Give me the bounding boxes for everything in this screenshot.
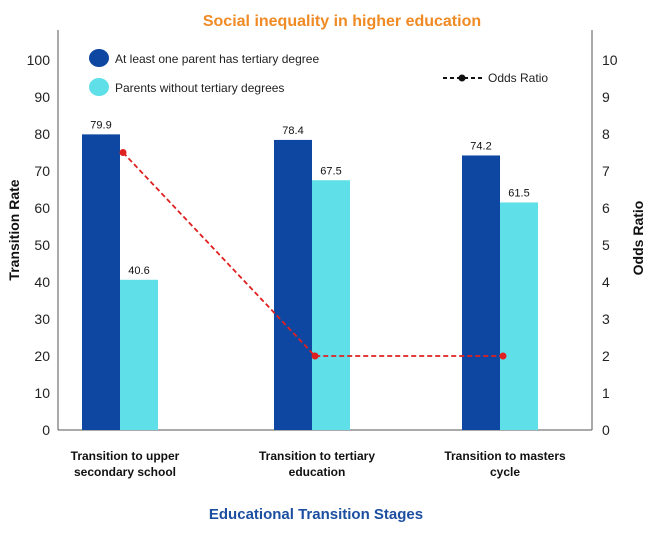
y2-tick-label: 0 xyxy=(602,422,610,438)
y2-tick-label: 5 xyxy=(602,237,610,253)
bars: 79.9 78.4 74.2 40.6 67.5 61.5 xyxy=(82,119,538,431)
bar-series-1 xyxy=(82,134,120,430)
odds-ratio-point xyxy=(311,352,319,360)
x-axis-title: Educational Transition Stages xyxy=(209,506,423,523)
bar-series-2 xyxy=(500,202,538,430)
y-tick-label: 30 xyxy=(34,311,50,327)
y2-tick-label: 3 xyxy=(602,311,610,327)
legend-swatch-parent-degree xyxy=(89,49,109,67)
legend-label-odds-ratio: Odds Ratio xyxy=(488,71,548,85)
y2-tick-label: 2 xyxy=(602,348,610,364)
y2-tick-label: 6 xyxy=(602,200,610,216)
legend-label-parent-degree: At least one parent has tertiary degree xyxy=(115,52,319,66)
category-label-line: cycle xyxy=(490,465,520,479)
category-label: Transition to masters cycle xyxy=(444,449,566,479)
y2-tick-label: 4 xyxy=(602,274,610,290)
y-tick-label: 20 xyxy=(34,348,50,364)
y-tick-label: 70 xyxy=(34,163,50,179)
y2-axis-title: Odds Ratio xyxy=(630,201,646,276)
y2-tick-label: 8 xyxy=(602,126,610,142)
y-tick-label: 80 xyxy=(34,126,50,142)
odds-ratio-point xyxy=(119,149,127,156)
y2-axis-ticks: 0 1 2 3 4 5 6 7 8 9 10 xyxy=(602,52,618,438)
y2-tick-label: 9 xyxy=(602,89,610,105)
data-label: 79.9 xyxy=(90,119,111,131)
legend-marker-odds-ratio xyxy=(458,74,466,82)
bar-series-1 xyxy=(274,139,312,431)
data-label: 40.6 xyxy=(128,265,149,277)
y-axis-title: Transition Rate xyxy=(6,179,22,280)
chart-title: Social inequality in higher education xyxy=(203,13,481,30)
y2-tick-label: 1 xyxy=(602,385,610,401)
data-label: 78.4 xyxy=(282,125,303,137)
category-label-line: Transition to upper xyxy=(71,449,180,463)
legend-swatch-no-degree xyxy=(89,78,109,96)
y-tick-label: 10 xyxy=(34,385,50,401)
category-label-line: secondary school xyxy=(74,465,176,479)
bar-series-1 xyxy=(462,155,500,430)
y-tick-label: 100 xyxy=(27,52,51,68)
bar-series-2 xyxy=(120,279,158,430)
data-label: 74.2 xyxy=(470,140,491,152)
y-tick-label: 50 xyxy=(34,237,50,253)
legend: At least one parent has tertiary degree … xyxy=(89,49,548,96)
data-label: 67.5 xyxy=(320,165,341,177)
category-label: Transition to upper secondary school xyxy=(71,449,180,479)
category-labels: Transition to upper secondary schoolTrans… xyxy=(71,449,566,479)
category-label: Transition to tertiary education xyxy=(259,449,375,479)
category-label-line: education xyxy=(289,465,346,479)
legend-label-no-degree: Parents without tertiary degrees xyxy=(115,81,284,95)
category-label-line: Transition to tertiary xyxy=(259,449,375,463)
y-tick-label: 60 xyxy=(34,200,50,216)
odds-ratio-line xyxy=(119,149,507,360)
y2-tick-label: 10 xyxy=(602,52,618,68)
bar-series-2 xyxy=(312,180,350,430)
category-label-line: Transition to masters xyxy=(444,449,566,463)
y-axis-ticks: 0 10 20 30 40 50 60 70 80 90 100 xyxy=(27,52,51,438)
data-label: 61.5 xyxy=(508,187,529,199)
y-tick-label: 40 xyxy=(34,274,50,290)
odds-ratio-point xyxy=(499,352,507,360)
y2-tick-label: 7 xyxy=(602,163,610,179)
y-tick-label: 90 xyxy=(34,89,50,105)
y-tick-label: 0 xyxy=(42,422,50,438)
